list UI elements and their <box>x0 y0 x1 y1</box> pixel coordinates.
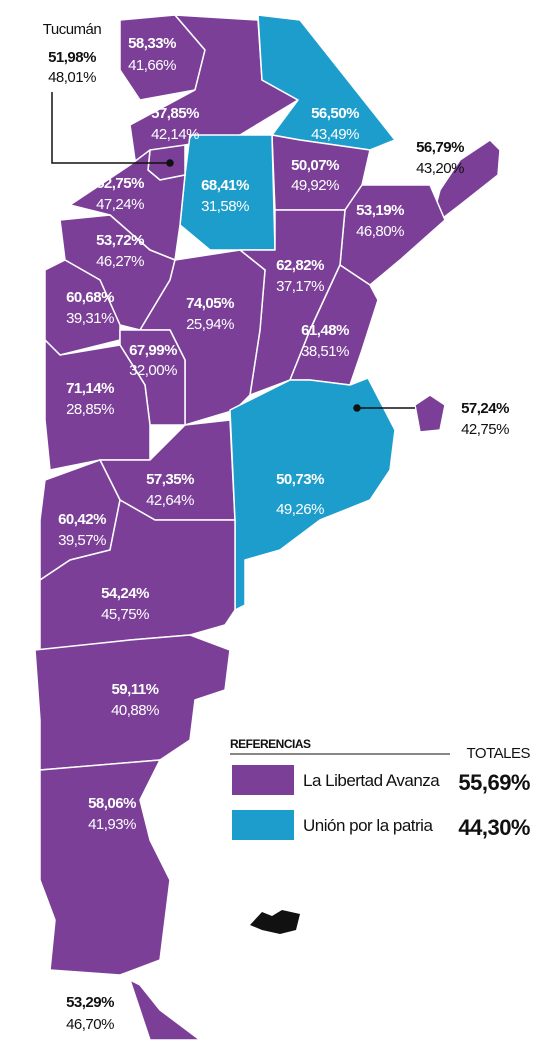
province <box>414 394 446 433</box>
region-lla: 58,33% <box>128 35 176 52</box>
region-lla: 60,68% <box>66 289 114 306</box>
region-lla: 51,98% <box>48 49 96 66</box>
region-lla: 50,07% <box>291 157 339 174</box>
region-uxp: 41,93% <box>88 816 136 833</box>
region-uxp: 38,51% <box>301 343 349 360</box>
region-uxp: 43,49% <box>311 126 359 143</box>
region-lla: 57,24% <box>461 400 509 417</box>
totals-title: TOTALES <box>467 745 531 762</box>
region-lla: 71,14% <box>66 380 114 397</box>
region-lla: 52,75% <box>96 175 144 192</box>
region-uxp: 42,64% <box>146 492 194 509</box>
leader-line <box>51 92 170 164</box>
region-lla: 61,48% <box>301 322 349 339</box>
region-uxp: 25,94% <box>186 316 234 333</box>
region-uxp: 46,80% <box>356 223 404 240</box>
province <box>44 339 151 471</box>
region-uxp: 40,88% <box>111 702 159 719</box>
region-uxp: 49,92% <box>291 177 339 194</box>
region-uxp: 42,14% <box>151 126 199 143</box>
region-lla: 68,41% <box>201 177 249 194</box>
region-lla: 53,19% <box>356 202 404 219</box>
region-lla: 74,05% <box>186 295 234 312</box>
region-uxp: 49,26% <box>276 501 324 518</box>
region-lla: 58,06% <box>88 795 136 812</box>
region-uxp: 45,75% <box>101 606 149 623</box>
region-lla: 56,50% <box>311 105 359 122</box>
islands <box>250 910 300 934</box>
provinces <box>34 14 501 1041</box>
province <box>139 249 266 426</box>
province <box>34 634 231 771</box>
region-uxp: 41,66% <box>128 57 176 74</box>
legend-label: Unión por la patria <box>303 816 433 835</box>
region-lla: 50,73% <box>276 471 324 488</box>
leader-dot <box>166 159 174 167</box>
region-lla: 59,11% <box>111 681 158 698</box>
region-lla: 57,35% <box>146 471 194 488</box>
region-uxp: 47,24% <box>96 196 144 213</box>
region-name: Tucumán <box>43 21 102 38</box>
region-uxp: 28,85% <box>66 401 114 418</box>
leader-dot <box>353 404 361 412</box>
region-uxp: 37,17% <box>276 278 324 295</box>
region-lla: 62,82% <box>276 257 324 274</box>
region-lla: 53,29% <box>66 994 114 1011</box>
region-uxp: 46,70% <box>66 1016 114 1033</box>
region-lla: 57,85% <box>151 105 199 122</box>
legend-swatch <box>232 765 294 795</box>
leaders <box>51 92 415 412</box>
region-uxp: 46,27% <box>96 253 144 270</box>
province <box>429 139 501 229</box>
region-lla: 56,79% <box>416 139 464 156</box>
legend-title: REFERENCIAS <box>230 737 311 751</box>
legend-total: 55,69% <box>458 770 530 795</box>
region-uxp: 39,57% <box>58 532 106 549</box>
province <box>229 377 396 611</box>
region-lla: 67,99% <box>129 342 177 359</box>
region-uxp: 32,00% <box>129 362 177 379</box>
province <box>39 759 171 976</box>
legend-label: La Libertad Avanza <box>303 771 440 790</box>
legend: REFERENCIAS TOTALES La Libertad Avanza 5… <box>230 737 531 840</box>
legend-total: 44,30% <box>458 815 530 840</box>
province <box>129 979 201 1041</box>
region-uxp: 42,75% <box>461 421 509 438</box>
region-lla: 54,24% <box>101 585 149 602</box>
region-uxp: 39,31% <box>66 310 114 327</box>
region-lla: 53,72% <box>96 232 144 249</box>
region-lla: 60,42% <box>58 511 106 528</box>
region-uxp: 31,58% <box>201 198 249 215</box>
legend-swatch <box>232 810 294 840</box>
region-uxp: 48,01% <box>48 69 96 86</box>
region-uxp: 43,20% <box>416 160 464 177</box>
labels: 58,33% 41,66% 57,85% 42,14% 56,50% 43,49% 56,7… <box>43 21 510 1033</box>
